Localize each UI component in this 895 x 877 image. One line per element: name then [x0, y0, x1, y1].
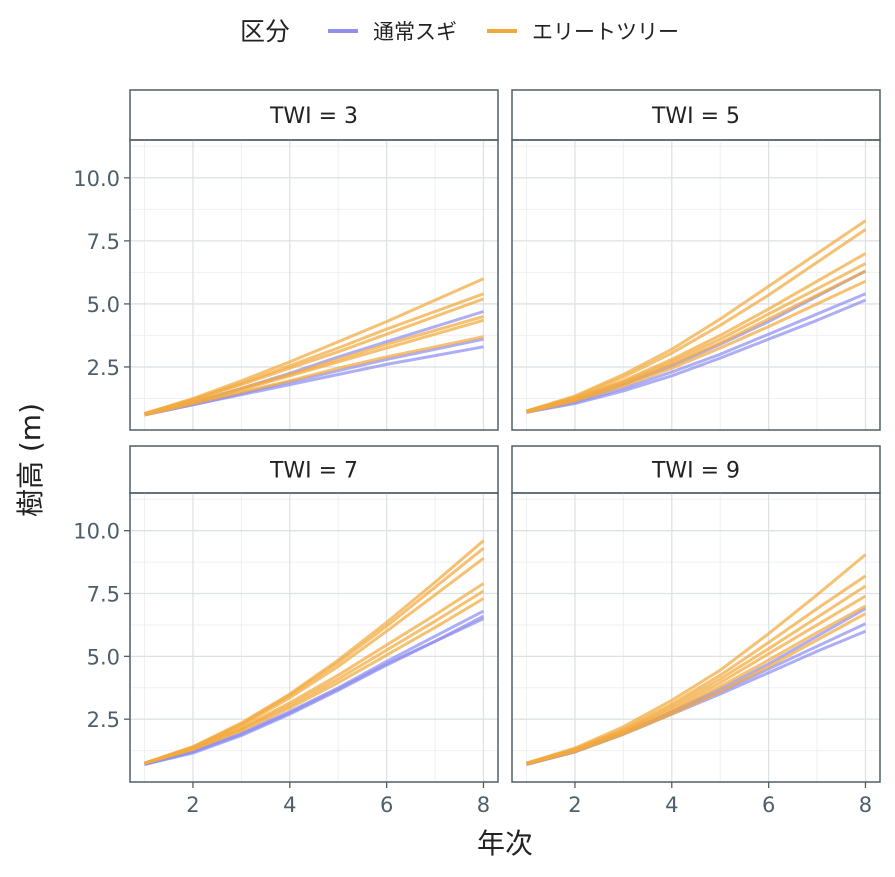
panel-strip: [129, 89, 499, 141]
series-line-4: [526, 553, 867, 765]
series-line-5: [526, 574, 867, 765]
series-line-6: [526, 252, 867, 413]
series-line-5: [144, 277, 485, 416]
legend-title: 区分: [240, 17, 290, 46]
series-line-7: [526, 262, 867, 413]
panel-4: TWI = 9 2 4 6 8: [511, 445, 881, 817]
x-tick-label: 8: [477, 793, 490, 817]
panel-strip: [511, 445, 881, 494]
y-tick-label: 2.5: [87, 356, 120, 380]
panel-frame: [511, 139, 881, 431]
y-tick-label: 5.0: [87, 645, 120, 669]
panel-3: TWI = 7 2.5 5.0 7.5 10.0 2 4 6 8: [73, 445, 499, 817]
series-line-9: [144, 597, 485, 765]
series-line-4: [144, 292, 485, 416]
series-line-9: [526, 612, 867, 766]
x-tick-label: 2: [568, 793, 581, 817]
series-line-8: [526, 269, 867, 414]
y-tick-label: 2.5: [87, 708, 120, 732]
y-tick-label: 10.0: [73, 520, 120, 544]
x-tick-label: 4: [665, 793, 678, 817]
legend-label-0: 通常スギ: [373, 20, 457, 44]
panel-strip-label: TWI = 7: [269, 459, 358, 484]
y-axis-title: 樹高 (m): [14, 403, 47, 517]
series-line-5: [526, 228, 867, 413]
y-tick-label: 7.5: [87, 583, 120, 607]
series-line-6: [144, 297, 485, 416]
panel-strip-label: TWI = 3: [269, 104, 358, 129]
series-line-3: [144, 614, 485, 766]
panel-frame: [511, 492, 881, 783]
panel-strip-label: TWI = 5: [651, 104, 740, 129]
panel-strip-label: TWI = 9: [651, 459, 740, 484]
panel-2: TWI = 5: [511, 89, 881, 431]
panel-frame: [129, 139, 499, 431]
panel-strip: [129, 445, 499, 494]
x-tick-label: 2: [186, 793, 199, 817]
series-line-7: [526, 594, 867, 765]
panel-1: TWI = 3 2.5 5.0 7.5 10.0: [73, 89, 499, 431]
series-line-2: [526, 298, 867, 414]
series-line-3: [526, 269, 867, 414]
series-line-6: [526, 584, 867, 765]
legend: 区分 通常スギ エリートツリー: [240, 17, 679, 46]
x-axis-title: 年次: [477, 827, 533, 860]
panel-strip: [511, 89, 881, 141]
series-line-9: [144, 335, 484, 417]
y-tick-label: 5.0: [87, 293, 120, 317]
series-line-4: [144, 539, 485, 765]
x-tick-label: 8: [859, 793, 872, 817]
x-tick-label: 6: [380, 793, 393, 817]
series-line-7: [144, 582, 485, 765]
y-tick-label: 7.5: [87, 230, 120, 254]
panel-frame: [129, 492, 499, 783]
y-tick-label: 10.0: [73, 167, 120, 191]
x-tick-label: 6: [762, 793, 775, 817]
series-line-9: [526, 279, 867, 414]
x-tick-label: 4: [283, 793, 296, 817]
legend-label-1: エリートツリー: [532, 20, 679, 44]
